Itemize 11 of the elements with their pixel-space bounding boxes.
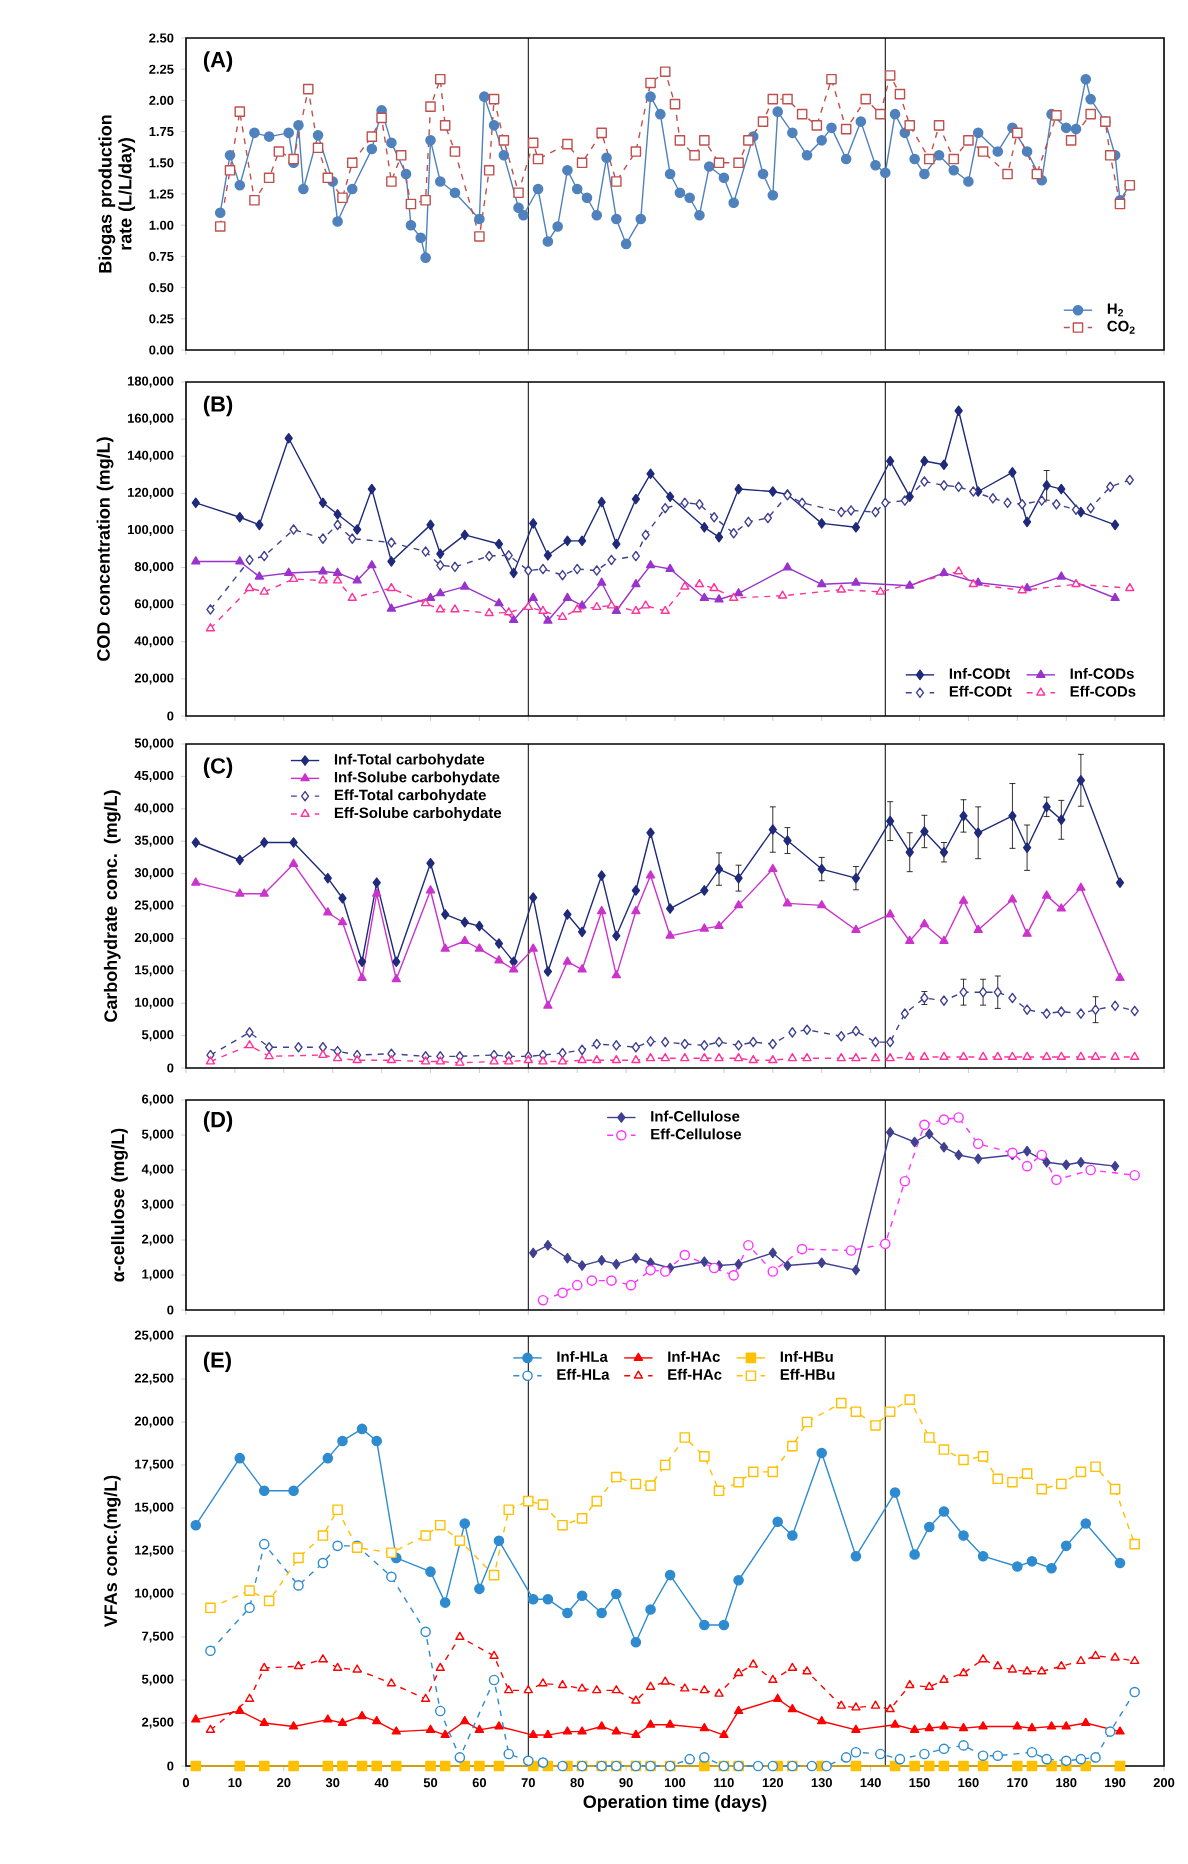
y-axis-title: COD concentration (mg/L): [96, 437, 114, 661]
y-axis-title: VFAs conc.(mg/L): [103, 1475, 121, 1628]
y-axis-title: Carbohydrate conc. (mg/L): [103, 790, 121, 1022]
y-axis-title: α-cellulose (mg/L): [111, 1128, 128, 1282]
x-axis-title: Operation time (days): [583, 1794, 767, 1812]
text: (B): [203, 395, 233, 417]
text: (C): [203, 757, 233, 778]
chart-title: (D): [203, 1111, 233, 1132]
text: (E): [203, 1351, 231, 1373]
y-axis-title: Biogas production rate (L/L/day): [98, 115, 136, 273]
text: (A): [203, 51, 233, 72]
